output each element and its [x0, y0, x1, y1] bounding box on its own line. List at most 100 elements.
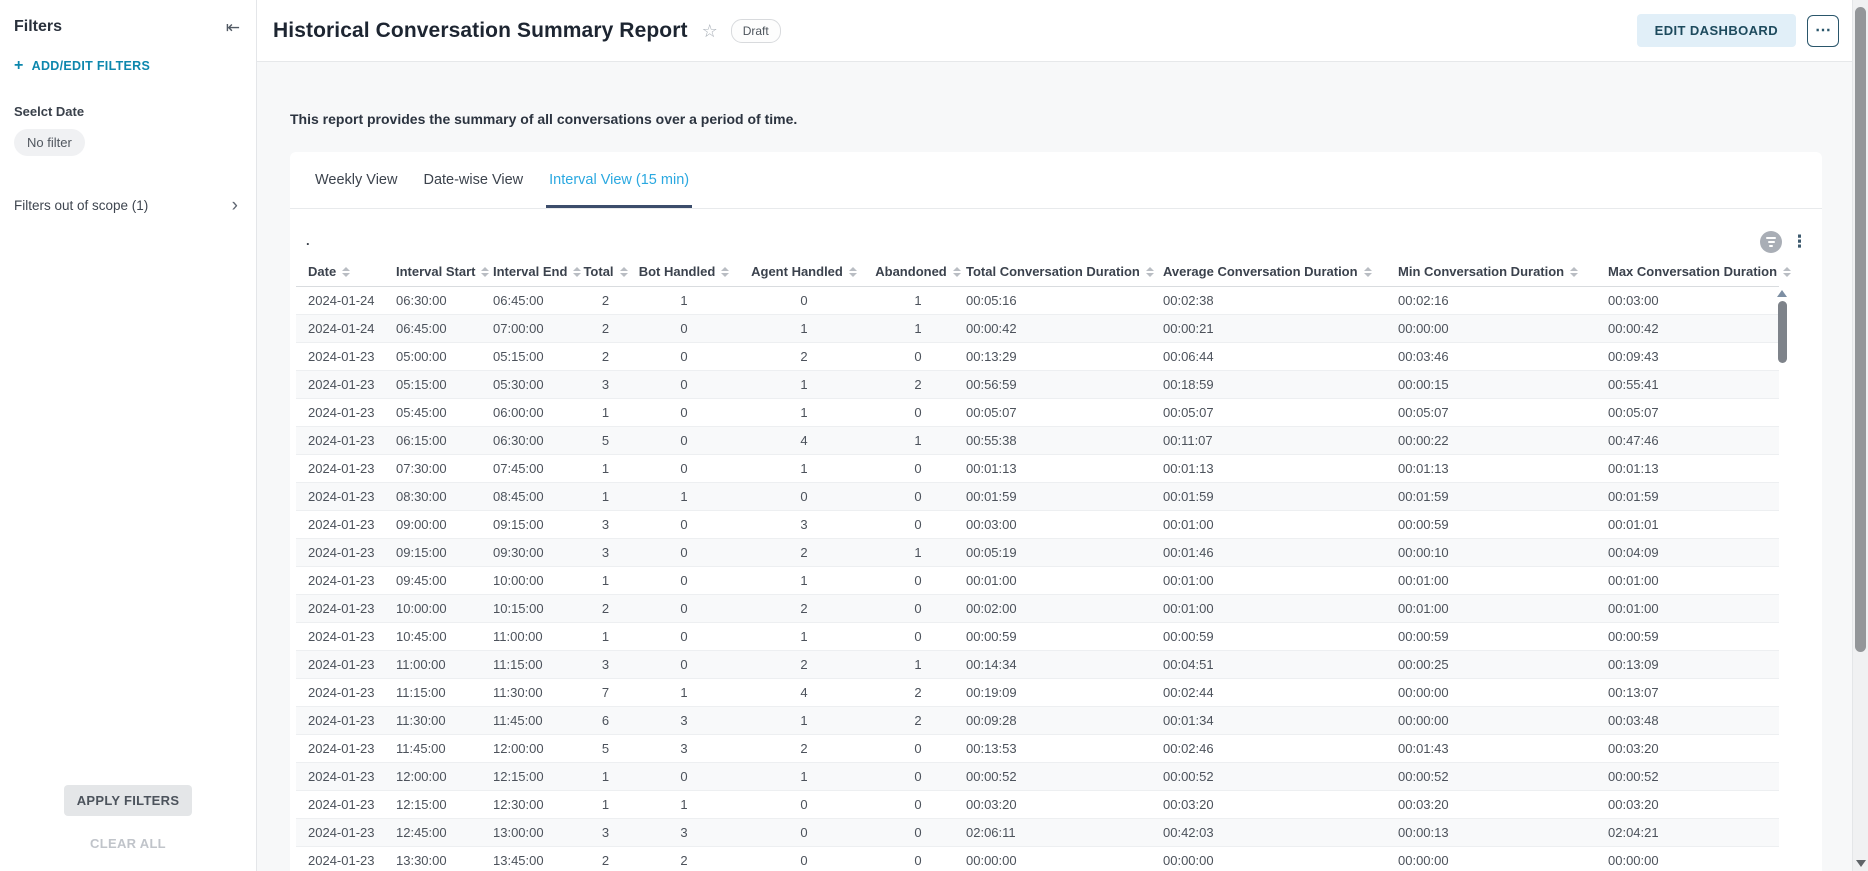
page-scrollbar-thumb[interactable] — [1855, 7, 1866, 652]
table-cell-interval-start: 09:45:00 — [384, 567, 481, 594]
table-cell-interval-end: 12:00:00 — [481, 735, 577, 762]
table-cell-total-conversation-duration: 00:00:42 — [962, 315, 1159, 342]
table-cell-interval-start: 10:45:00 — [384, 623, 481, 650]
table-cell-total-conversation-duration: 00:14:34 — [962, 651, 1159, 678]
table-cell-total-conversation-duration: 00:13:29 — [962, 343, 1159, 370]
table-cell-abandoned: 2 — [874, 679, 962, 706]
table-cell-interval-start: 11:00:00 — [384, 651, 481, 678]
table-cell-abandoned: 0 — [874, 399, 962, 426]
column-header-average-conversation-duration[interactable]: Average Conversation Duration — [1159, 257, 1394, 286]
column-header-max-conversation-duration[interactable]: Max Conversation Duration — [1604, 257, 1779, 286]
column-header-abandoned[interactable]: Abandoned — [874, 257, 962, 286]
table-scrollbar-thumb[interactable] — [1778, 301, 1787, 363]
table-row: 2024-01-2308:30:0008:45:00110000:01:5900… — [296, 483, 1779, 511]
table-cell-total: 1 — [577, 763, 634, 790]
table-cell-interval-start: 05:00:00 — [384, 343, 481, 370]
apply-filters-button[interactable]: APPLY FILTERS — [64, 785, 193, 816]
table-filter-icon[interactable] — [1760, 231, 1782, 253]
column-label: Average Conversation Duration — [1163, 264, 1358, 279]
table-cell-min-conversation-duration: 00:01:43 — [1394, 735, 1604, 762]
status-badge: Draft — [731, 19, 781, 43]
table-cell-average-conversation-duration: 00:03:20 — [1159, 791, 1394, 818]
scroll-down-arrow-icon[interactable] — [1856, 860, 1866, 867]
table-cell-average-conversation-duration: 00:02:46 — [1159, 735, 1394, 762]
table-cell-max-conversation-duration: 00:00:00 — [1604, 847, 1779, 871]
more-options-button[interactable]: ⋯ — [1807, 15, 1839, 47]
tab-date-wise-view[interactable]: Date-wise View — [420, 152, 526, 208]
table-cell-date: 2024-01-23 — [296, 707, 384, 734]
table-cell-abandoned: 1 — [874, 287, 962, 314]
table-cell-bot-handled: 0 — [634, 623, 734, 650]
column-header-interval-start[interactable]: Interval Start — [384, 257, 481, 286]
table-cell-average-conversation-duration: 00:02:44 — [1159, 679, 1394, 706]
table-cell-total: 6 — [577, 707, 634, 734]
table-cell-bot-handled: 2 — [634, 847, 734, 871]
table-cell-date: 2024-01-23 — [296, 343, 384, 370]
table-cell-total: 1 — [577, 455, 634, 482]
table-cell-average-conversation-duration: 00:01:59 — [1159, 483, 1394, 510]
table-cell-interval-start: 13:30:00 — [384, 847, 481, 871]
table-cell-bot-handled: 0 — [634, 427, 734, 454]
sort-icon — [342, 267, 350, 277]
table-cell-total-conversation-duration: 00:00:59 — [962, 623, 1159, 650]
collapse-sidebar-icon[interactable]: ⇤ — [226, 19, 240, 36]
table-cell-abandoned: 0 — [874, 483, 962, 510]
table-row: 2024-01-2312:15:0012:30:00110000:03:2000… — [296, 791, 1779, 819]
table-cell-date: 2024-01-23 — [296, 735, 384, 762]
table-cell-bot-handled: 0 — [634, 371, 734, 398]
tab-interval-view-15-min[interactable]: Interval View (15 min) — [546, 152, 692, 208]
table-cell-max-conversation-duration: 00:03:20 — [1604, 791, 1779, 818]
scroll-up-arrow-icon[interactable] — [1777, 290, 1787, 297]
column-header-bot-handled[interactable]: Bot Handled — [634, 257, 734, 286]
table-cell-min-conversation-duration: 00:00:59 — [1394, 511, 1604, 538]
table-cell-max-conversation-duration: 00:03:00 — [1604, 287, 1779, 314]
table-cell-date: 2024-01-23 — [296, 763, 384, 790]
table-cell-average-conversation-duration: 00:04:51 — [1159, 651, 1394, 678]
table-cell-date: 2024-01-23 — [296, 427, 384, 454]
column-header-min-conversation-duration[interactable]: Min Conversation Duration — [1394, 257, 1604, 286]
table-cell-min-conversation-duration: 00:01:00 — [1394, 567, 1604, 594]
table-cell-interval-end: 12:15:00 — [481, 763, 577, 790]
table-cell-max-conversation-duration: 00:05:07 — [1604, 399, 1779, 426]
table-cell-total: 1 — [577, 399, 634, 426]
table-cell-bot-handled: 1 — [634, 791, 734, 818]
edit-dashboard-button[interactable]: EDIT DASHBOARD — [1637, 14, 1796, 47]
clear-all-button[interactable]: CLEAR ALL — [0, 836, 256, 851]
column-header-total[interactable]: Total — [577, 257, 634, 286]
widget-menu-icon[interactable]: ⋮ — [1791, 233, 1812, 252]
table-cell-abandoned: 0 — [874, 567, 962, 594]
tab-weekly-view[interactable]: Weekly View — [312, 152, 400, 208]
table-cell-total-conversation-duration: 00:02:00 — [962, 595, 1159, 622]
filter-group-label: Seelct Date — [0, 74, 256, 119]
table-cell-max-conversation-duration: 00:00:59 — [1604, 623, 1779, 650]
page-scrollbar[interactable] — [1852, 0, 1868, 871]
table-cell-total-conversation-duration: 00:01:59 — [962, 483, 1159, 510]
no-filter-chip[interactable]: No filter — [14, 129, 85, 156]
sort-icon — [620, 267, 628, 277]
add-edit-filters-button[interactable]: + ADD/EDIT FILTERS — [0, 36, 256, 74]
table-cell-date: 2024-01-23 — [296, 791, 384, 818]
table-cell-min-conversation-duration: 00:00:52 — [1394, 763, 1604, 790]
column-header-total-conversation-duration[interactable]: Total Conversation Duration — [962, 257, 1159, 286]
filters-out-of-scope-row[interactable]: Filters out of scope (1) › — [0, 156, 256, 215]
table-scrollbar[interactable] — [1776, 290, 1788, 363]
table-cell-date: 2024-01-23 — [296, 819, 384, 846]
table-cell-date: 2024-01-23 — [296, 847, 384, 871]
filters-sidebar: Filters ⇤ + ADD/EDIT FILTERS Seelct Date… — [0, 0, 257, 871]
table-cell-interval-start: 06:15:00 — [384, 427, 481, 454]
table-cell-bot-handled: 1 — [634, 483, 734, 510]
table-cell-total: 3 — [577, 371, 634, 398]
table-cell-agent-handled: 0 — [734, 791, 874, 818]
table-cell-interval-start: 05:45:00 — [384, 399, 481, 426]
star-icon[interactable]: ☆ — [702, 22, 718, 40]
column-header-agent-handled[interactable]: Agent Handled — [734, 257, 874, 286]
table-cell-max-conversation-duration: 00:01:01 — [1604, 511, 1779, 538]
table-cell-agent-handled: 1 — [734, 371, 874, 398]
table-cell-max-conversation-duration: 00:04:09 — [1604, 539, 1779, 566]
column-header-date[interactable]: Date — [296, 257, 384, 286]
report-description: This report provides the summary of all … — [290, 111, 1868, 127]
table-cell-max-conversation-duration: 00:01:13 — [1604, 455, 1779, 482]
table-cell-interval-end: 05:30:00 — [481, 371, 577, 398]
column-header-interval-end[interactable]: Interval End — [481, 257, 577, 286]
table-cell-bot-handled: 0 — [634, 455, 734, 482]
